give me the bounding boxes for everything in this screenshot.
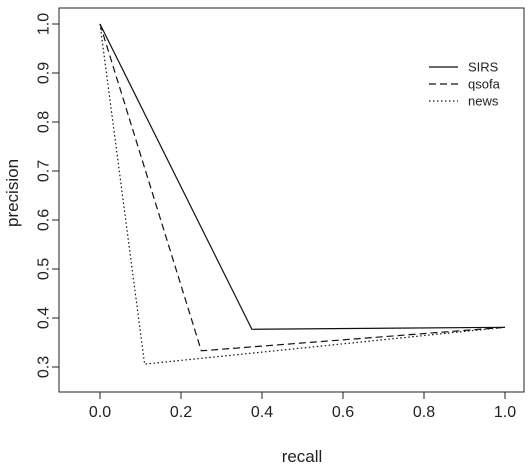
series-line-sirs [99, 23, 506, 330]
x-tick-label: 0.6 [332, 404, 354, 421]
x-tick-label: 0.8 [413, 404, 435, 421]
y-tick-label: 0.3 [36, 356, 53, 378]
series-line-qsofa [99, 23, 506, 352]
y-tick-label: 1.0 [36, 13, 53, 35]
legend-label-sirs: SIRS [468, 60, 499, 75]
y-tick-label: 0.8 [36, 111, 53, 133]
series-layer [99, 23, 506, 365]
y-tick-label: 0.7 [36, 160, 53, 182]
x-tick-label: 0.4 [251, 404, 273, 421]
y-tick-label: 0.9 [36, 62, 53, 84]
x-axis: 0.0 0.2 0.4 0.6 0.8 1.0 [89, 391, 516, 421]
legend: SIRS qsofa news [429, 60, 501, 109]
y-tick-label: 0.4 [36, 307, 53, 329]
y-axis-title: precision [3, 159, 22, 227]
x-tick-label: 0.0 [89, 404, 111, 421]
y-axis: 0.3 0.4 0.5 0.6 0.7 0.8 0.9 1.0 [36, 13, 60, 378]
y-tick-label: 0.6 [36, 209, 53, 231]
x-tick-label: 0.2 [170, 404, 192, 421]
x-tick-label: 1.0 [494, 404, 516, 421]
legend-label-qsofa: qsofa [468, 77, 501, 92]
plot-frame [58, 7, 525, 393]
series-line-news [99, 23, 506, 365]
legend-label-news: news [468, 94, 499, 109]
x-axis-title: recall [282, 447, 323, 466]
y-tick-label: 0.5 [36, 258, 53, 280]
